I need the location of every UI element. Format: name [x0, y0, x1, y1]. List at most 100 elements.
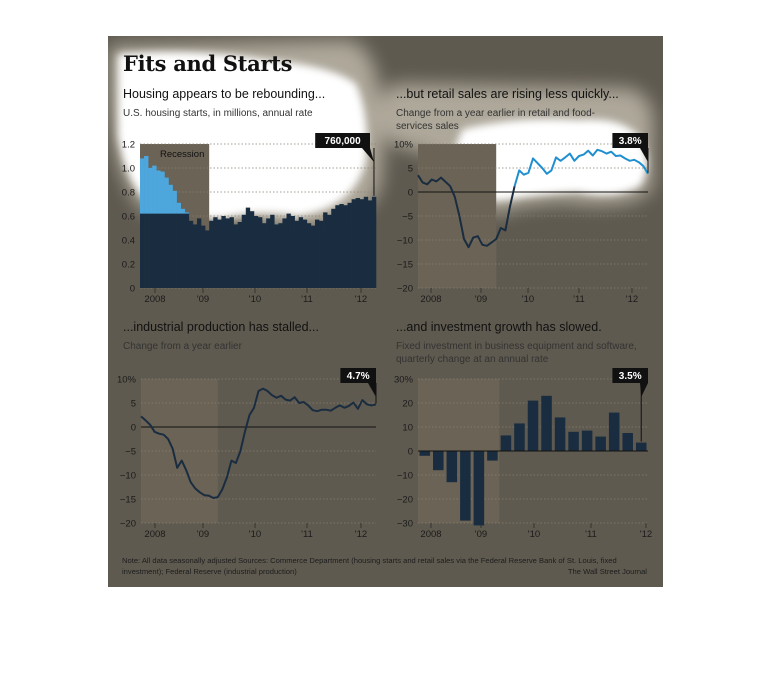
chart1-callout-box — [612, 133, 648, 148]
chart0-bar — [192, 224, 198, 288]
infographic: Fits and Starts Housing appears to be re… — [108, 36, 663, 587]
chart1-x-tick-label: '12 — [626, 294, 638, 305]
chart1-x-tick-label: '09 — [475, 294, 487, 305]
chart1-callout-label: 3.8% — [619, 136, 642, 147]
chart0-bar — [355, 198, 361, 288]
housing-starts-chart: 1.2 1.0 0.8 0.6 0.4 0.2 0 2008 '09 '10 '11 '12 Reces… — [122, 133, 377, 305]
chart1-y-tick-label: −15 — [397, 260, 413, 271]
chart3-x-tick-label: '12 — [640, 529, 652, 540]
chart0-bar — [245, 207, 251, 288]
chart0-bar — [262, 223, 267, 288]
chart0-bar — [323, 212, 328, 288]
chart0-bar — [266, 218, 271, 288]
chart0-bar — [196, 218, 202, 288]
chart0-y-tick-label: 1.2 — [122, 140, 135, 151]
chart0-bar — [343, 205, 348, 288]
chart1-series-line — [417, 174, 516, 249]
chart2-callout-box — [340, 368, 376, 383]
chart0-bar — [367, 200, 373, 288]
investment-panel-subtitle: Fixed investment in business equipment a… — [396, 341, 637, 365]
chart3-callout-arrow — [640, 383, 648, 397]
chart0-bar — [258, 217, 263, 288]
chart0-bar — [290, 216, 295, 288]
chart3-bar — [635, 442, 647, 451]
chart0-bar — [148, 213, 153, 288]
chart3-y-tick-label: 0 — [408, 447, 413, 458]
chart3-bar — [473, 451, 485, 526]
chart0-bar — [253, 216, 259, 288]
chart1-x-tick-label: '10 — [522, 294, 534, 305]
chart3-y-tick-label: −10 — [397, 471, 413, 482]
chart0-bar — [229, 217, 234, 288]
sources-note: Note: All data seasonally adjusted Sourc… — [122, 556, 617, 576]
chart3-bar — [595, 436, 606, 451]
chart2-x-tick-label: '12 — [355, 529, 367, 540]
chart0-callout-box — [315, 133, 370, 148]
chart3-callout-label: 3.5% — [619, 371, 642, 382]
chart0-bar — [306, 223, 312, 288]
chart0-recession-label: Recession — [160, 149, 204, 160]
chart3-x-tick-label: '10 — [528, 529, 540, 540]
chart3-callout-box — [612, 368, 648, 383]
chart0-x-tick-label: '09 — [197, 294, 209, 305]
chart0-bar — [172, 213, 177, 288]
chart0-bar — [286, 213, 291, 288]
chart0-y-tick-label: 0 — [130, 284, 135, 295]
chart2-y-tick-label: −20 — [120, 519, 136, 530]
chart1-y-tick-label: 5 — [408, 164, 413, 175]
chart0-bar — [359, 199, 365, 288]
chart0-bar-highlight — [184, 212, 190, 214]
chart2-y-tick-label: −5 — [125, 447, 136, 458]
retail-panel-title: ...but retail sales are rising less quic… — [396, 87, 619, 101]
chart0-bar — [160, 213, 165, 288]
industrial-panel-subtitle: Change from a year earlier — [123, 341, 242, 352]
chart0-y-tick-label: 0.2 — [122, 260, 135, 271]
chart3-bar — [527, 400, 539, 451]
chart0-bar-highlight — [176, 202, 181, 214]
chart3-y-tick-label: −20 — [397, 495, 413, 506]
chart0-bar — [140, 213, 145, 288]
chart0-callout-arrow — [362, 148, 374, 162]
chart1-y-tick-label: 10% — [394, 140, 414, 151]
chart3-bar — [419, 451, 431, 456]
chart0-y-tick-label: 0.8 — [122, 188, 135, 199]
chart0-bar — [168, 213, 173, 288]
chart0-bar-highlight — [180, 208, 186, 214]
chart0-x-tick-label: 2008 — [144, 294, 165, 305]
footnote: Note: All data seasonally adjusted Sourc… — [122, 555, 647, 577]
chart2-x-tick-label: '11 — [301, 529, 313, 540]
chart0-bar — [225, 218, 230, 288]
chart2-y-tick-label: 5 — [131, 399, 136, 410]
chart2-series-line — [140, 387, 377, 499]
source-credit: The Wall Street Journal — [567, 567, 647, 576]
chart0-bar — [270, 214, 275, 288]
chart0-bar-highlight — [172, 190, 177, 214]
investment-chart: 30% 20 10 0 −10 −20 −30 2008 '09 '10 '11 '12 3.5% — [394, 368, 652, 540]
chart3-y-tick-label: −30 — [397, 519, 413, 530]
chart0-callout-label: 760,000 — [325, 136, 362, 147]
chart0-bar-highlight — [168, 184, 173, 214]
chart0-bar-highlight — [140, 158, 145, 214]
chart0-bar-highlight — [156, 170, 161, 214]
chart0-bar — [310, 225, 316, 288]
chart0-bar — [188, 220, 194, 288]
chart0-bar — [298, 217, 304, 288]
chart3-x-tick-label: '11 — [585, 529, 597, 540]
chart0-bar — [327, 214, 332, 288]
graphic-title: Fits and Starts — [123, 51, 293, 76]
chart0-x-tick-label: '12 — [355, 294, 367, 305]
chart0-bar — [319, 220, 324, 288]
chart0-bar — [209, 220, 214, 288]
chart3-bar — [554, 417, 566, 451]
chart3-bar — [568, 431, 579, 451]
housing-panel-subtitle: U.S. housing starts, in millions, annual… — [123, 108, 313, 119]
chart0-bar — [274, 224, 279, 288]
chart0-y-tick-label: 0.6 — [122, 212, 135, 223]
chart3-bar — [500, 435, 512, 451]
chart0-bar — [156, 213, 161, 288]
chart0-bar — [241, 214, 247, 288]
chart0-bar — [314, 219, 320, 288]
chart0-bar — [237, 222, 243, 288]
chart0-bar — [152, 213, 157, 288]
chart0-bar — [347, 202, 352, 288]
